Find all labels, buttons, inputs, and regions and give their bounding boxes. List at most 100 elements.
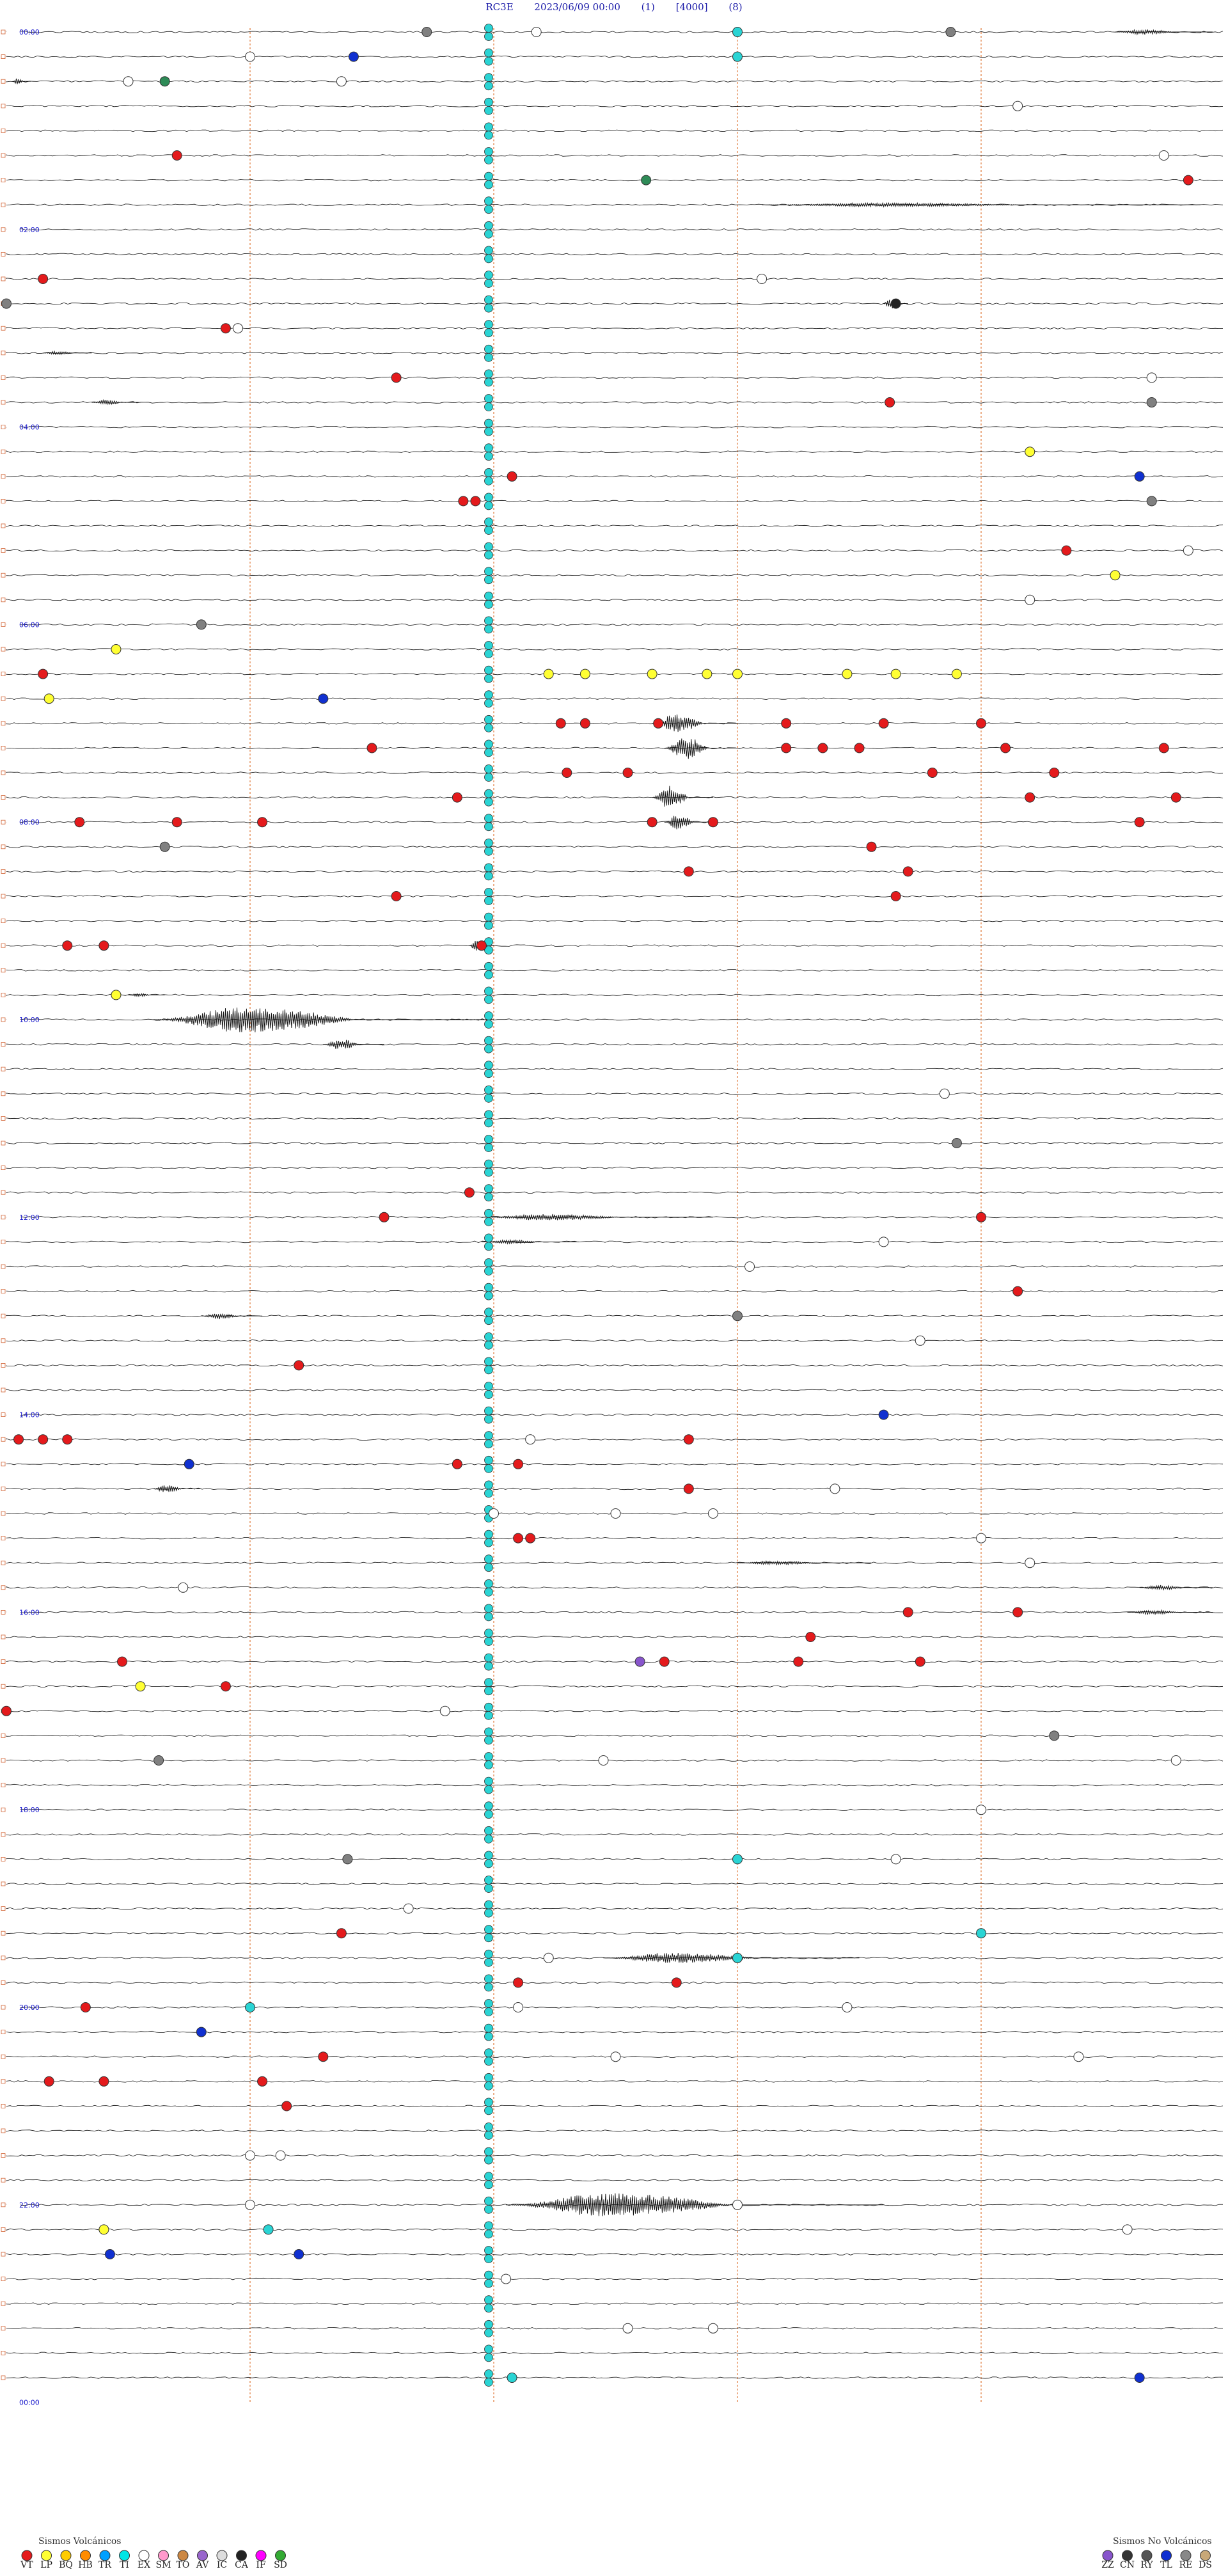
event-marker: [915, 1656, 925, 1667]
event-marker: [579, 668, 590, 679]
legend-code-ca: CA: [235, 2560, 249, 2570]
event-marker: [647, 817, 657, 828]
trace-line: [6, 1487, 1224, 1490]
trace-line: [6, 919, 1224, 922]
ti-event-marker: [484, 2279, 493, 2288]
hour-label-bg: [6, 1805, 20, 1813]
ti-event-marker: [484, 814, 493, 823]
ti-event-marker: [484, 1949, 493, 1959]
ti-event-marker: [484, 624, 493, 634]
event-marker: [43, 693, 54, 704]
event-marker: [104, 2249, 115, 2259]
ti-event-marker: [484, 1686, 493, 1696]
trace-start-tick: [1, 1240, 6, 1244]
ti-event-marker: [484, 155, 493, 164]
trace-start-tick: [1, 2054, 6, 2059]
event-marker: [890, 891, 901, 901]
trace-line: [6, 1759, 1224, 1762]
ti-event-marker: [484, 1563, 493, 1572]
event-marker: [525, 1434, 536, 1445]
ti-event-marker: [484, 863, 493, 873]
seismic-burst: [128, 993, 165, 998]
event-marker: [1012, 100, 1023, 111]
ti-event-marker: [484, 1884, 493, 1893]
trace-start-tick: [1, 2252, 6, 2257]
ti-event-marker: [484, 2295, 493, 2305]
seismic-burst: [652, 786, 713, 807]
legend: VT LP BQ HB TR TI EX SM TO AV IC CA IF SD ZZ CN RY TL RE DS: [20, 2550, 1212, 2570]
trace-start-tick: [1, 1363, 6, 1368]
trace-start-tick: [1, 1931, 6, 1936]
event-marker: [622, 768, 633, 778]
event-marker: [38, 668, 49, 679]
ti-event-marker: [484, 1143, 493, 1152]
event-marker: [513, 2002, 524, 2012]
legend-code-tr: TR: [98, 2560, 111, 2570]
ti-event-marker: [484, 2081, 493, 2090]
ti-event-marker: [484, 2221, 493, 2231]
ti-event-marker: [484, 501, 493, 510]
ti-event-marker: [484, 1587, 493, 1597]
event-marker: [171, 817, 182, 828]
event-marker: [951, 1138, 962, 1148]
event-marker: [1146, 397, 1157, 407]
ti-event-marker: [484, 1711, 493, 1720]
ti-event-marker: [484, 748, 493, 757]
trace-line: [6, 1660, 1224, 1663]
trace-start-tick: [1, 153, 6, 158]
legend-swatch-tr: [99, 2550, 111, 2561]
ti-event-marker: [484, 591, 493, 601]
event-marker: [1012, 1286, 1023, 1297]
legend-code-lp: LP: [40, 2560, 52, 2570]
ti-event-marker: [484, 1242, 493, 1251]
trace-line: [6, 1191, 1224, 1194]
ti-event-marker: [484, 1629, 493, 1638]
trace-line: [6, 55, 1224, 58]
event-marker: [501, 2273, 512, 2284]
legend-swatch-if: [255, 2550, 267, 2561]
seismic-burst: [652, 714, 737, 732]
ti-event-marker: [484, 1406, 493, 1416]
event-marker: [543, 668, 554, 679]
event-marker: [294, 1360, 304, 1371]
trace-start-tick: [1, 2277, 6, 2282]
trace-start-tick: [1, 1387, 6, 1393]
ti-event-marker: [484, 122, 493, 132]
trace-line: [6, 1636, 1224, 1638]
legend-code-ex: EX: [138, 2560, 150, 2570]
event-marker: [659, 1656, 670, 1667]
ti-event-marker: [484, 1093, 493, 1103]
trace-start-tick: [1, 1437, 6, 1442]
ti-event-marker: [484, 2057, 493, 2066]
trace-start-tick: [1, 1832, 6, 1837]
ti-event-marker: [484, 616, 493, 626]
event-marker: [275, 2150, 286, 2161]
event-marker: [579, 718, 590, 729]
ti-event-marker: [484, 1538, 493, 1547]
ti-event-marker: [484, 896, 493, 905]
ti-event-marker: [484, 1637, 493, 1646]
trace-start-tick: [1, 672, 6, 676]
trace-start-tick: [1, 128, 6, 133]
event-marker: [878, 718, 889, 729]
event-marker: [294, 2249, 304, 2259]
event-marker: [135, 1681, 146, 1692]
ti-event-marker: [484, 2319, 493, 2329]
event-marker: [702, 668, 712, 679]
trace-line: [6, 1858, 1224, 1861]
event-marker: [732, 2199, 743, 2210]
trace-line: [6, 1142, 1224, 1144]
hour-label-bg: [6, 1015, 20, 1023]
trace-line: [6, 672, 1224, 676]
ti-event-marker: [484, 452, 493, 461]
hour-label: 16:00: [19, 1608, 40, 1616]
event-marker: [976, 718, 986, 729]
hour-label: 02:00: [19, 226, 40, 234]
seismic-burst: [664, 738, 737, 759]
event-marker: [196, 2027, 207, 2037]
legend-swatch-ds: [1200, 2550, 1211, 2561]
ti-event-marker: [484, 2122, 493, 2131]
trace-line: [6, 376, 1224, 379]
trace-start-tick: [1, 251, 6, 257]
seismic-burst: [737, 1560, 872, 1566]
